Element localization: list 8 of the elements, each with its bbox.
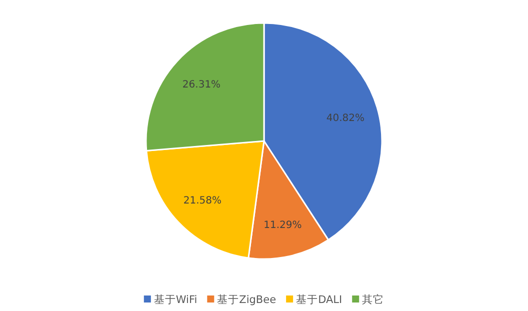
data-label: 40.82%: [326, 112, 365, 124]
legend-label: 基于ZigBee: [217, 293, 276, 306]
legend-label: 基于DALI: [296, 293, 342, 306]
legend-label: 基于WiFi: [154, 293, 198, 306]
legend-label: 其它: [362, 293, 384, 306]
data-label: 11.29%: [264, 220, 302, 231]
data-label: 26.31%: [182, 79, 221, 90]
data-label: 21.58%: [183, 196, 222, 207]
